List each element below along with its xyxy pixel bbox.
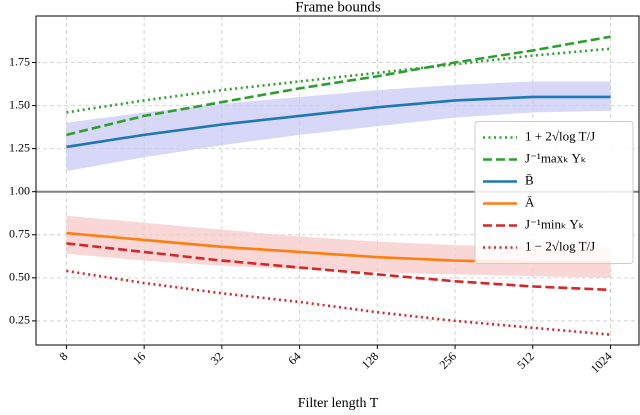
legend: 1 + 2√log T/J J⁻¹maxₖ Yₖ B̄ Ā J⁻¹minₖ Yₖ 1 − …: [474, 121, 634, 264]
y-tick-label: 1.00: [9, 183, 30, 197]
x-tick-label: 16: [130, 349, 148, 367]
legend-box: [474, 121, 634, 264]
legend-label: 1 + 2√log T/J: [525, 128, 595, 143]
plot-frame: [35, 15, 640, 346]
legend-label: J⁻¹minₖ Yₖ: [525, 216, 584, 231]
series-line: [66, 95, 611, 149]
series-line: [66, 47, 611, 114]
x-tick-label: 256: [437, 349, 460, 372]
y-tick-label: 0.50: [9, 270, 30, 284]
x-tick-label: 64: [285, 349, 303, 367]
y-tick-label: 0.75: [9, 227, 30, 241]
chart-title: Frame bounds: [295, 0, 381, 15]
legend-label: 1 − 2√log T/J: [525, 238, 595, 253]
series-line: [66, 35, 611, 137]
y-tick-label: 1.50: [9, 97, 30, 111]
series-line: [66, 269, 611, 336]
band: [66, 81, 611, 172]
series-line: [66, 242, 611, 292]
legend-label: Ā: [525, 194, 535, 209]
y-tick-label: 1.75: [9, 54, 30, 68]
x-tick-label: 1024: [588, 349, 615, 376]
y-tick-label: 0.25: [9, 313, 30, 327]
x-axis-label: Filter length T: [298, 396, 379, 411]
legend-label: J⁻¹maxₖ Yₖ: [525, 150, 586, 165]
legend-label: B̄: [525, 172, 534, 187]
x-tick-label: 512: [514, 349, 537, 372]
y-tick-label: 1.25: [9, 140, 30, 154]
x-tick-label: 32: [208, 349, 226, 367]
x-tick-label: 8: [56, 349, 70, 363]
x-tick-label: 128: [359, 349, 382, 372]
